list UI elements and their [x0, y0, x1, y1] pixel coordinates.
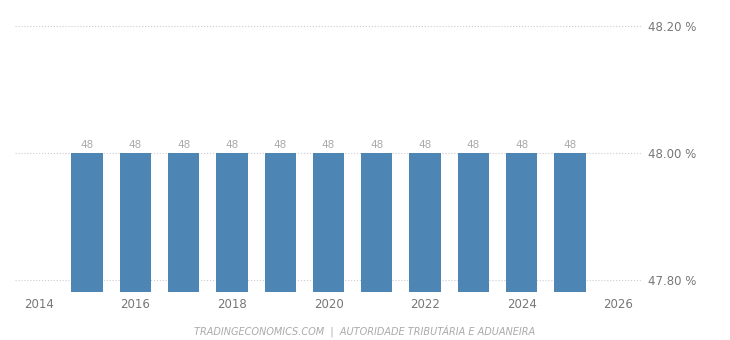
Bar [506, 153, 537, 292]
Text: 48: 48 [80, 140, 93, 151]
Bar [554, 153, 585, 292]
Bar [458, 153, 489, 292]
Text: TRADINGECONOMICS.COM  |  AUTORIDADE TRIBUTÁRIA E ADUANEIRA: TRADINGECONOMICS.COM | AUTORIDADE TRIBUT… [194, 324, 536, 337]
Text: 48: 48 [418, 140, 431, 151]
Text: 48: 48 [128, 140, 142, 151]
Text: 48: 48 [466, 140, 480, 151]
Text: 48: 48 [515, 140, 529, 151]
Text: 48: 48 [226, 140, 239, 151]
Text: 48: 48 [370, 140, 383, 151]
Bar [313, 153, 345, 292]
Bar [264, 153, 296, 292]
Bar [410, 153, 441, 292]
Bar [361, 153, 393, 292]
Bar [72, 153, 103, 292]
Text: 48: 48 [564, 140, 577, 151]
Bar [216, 153, 247, 292]
Text: 48: 48 [274, 140, 287, 151]
Bar [168, 153, 199, 292]
Text: 48: 48 [322, 140, 335, 151]
Bar [120, 153, 151, 292]
Text: 48: 48 [177, 140, 191, 151]
